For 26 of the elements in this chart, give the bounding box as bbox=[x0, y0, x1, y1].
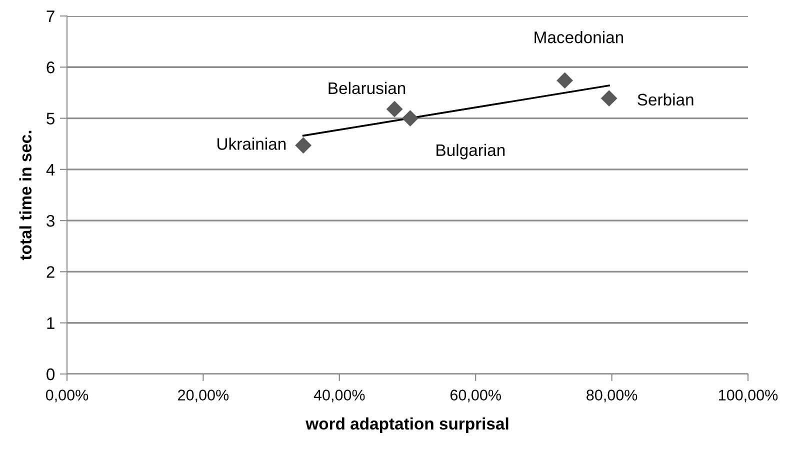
y-tick-label: 4 bbox=[46, 164, 55, 176]
y-tick-label: 3 bbox=[46, 214, 54, 227]
y-tick-label: 5 bbox=[46, 112, 54, 124]
x-tick-label: 40,00% bbox=[314, 390, 365, 402]
y-tick-label: 6 bbox=[46, 62, 54, 74]
point bbox=[402, 110, 418, 126]
y-tick-label: 0 bbox=[46, 368, 55, 380]
y-tick-label: 1 bbox=[47, 317, 54, 329]
annotation: Macedonian bbox=[534, 31, 624, 44]
annotation: Belarusian bbox=[328, 82, 406, 94]
point bbox=[295, 137, 312, 154]
annotation: Ukrainian bbox=[218, 138, 286, 150]
point bbox=[556, 72, 574, 89]
y-axis-title: total time in sec. bbox=[19, 130, 32, 260]
x-tick-label: 20,00% bbox=[178, 390, 229, 402]
point bbox=[386, 100, 403, 118]
y-tick-label: 7 bbox=[46, 10, 54, 22]
x-axis-title: word adaptation surprisal bbox=[306, 417, 508, 433]
x-tick-label: 0,00% bbox=[46, 390, 88, 402]
annotation: Bulgarian bbox=[436, 144, 505, 160]
annotation: Serbian bbox=[638, 93, 694, 106]
x-tick-label: 100,00% bbox=[719, 390, 778, 402]
x-tick-label: 60,00% bbox=[450, 390, 501, 402]
x-tick-label: 80,00% bbox=[586, 390, 638, 402]
point bbox=[600, 90, 618, 107]
y-tick-label: 2 bbox=[46, 266, 54, 278]
